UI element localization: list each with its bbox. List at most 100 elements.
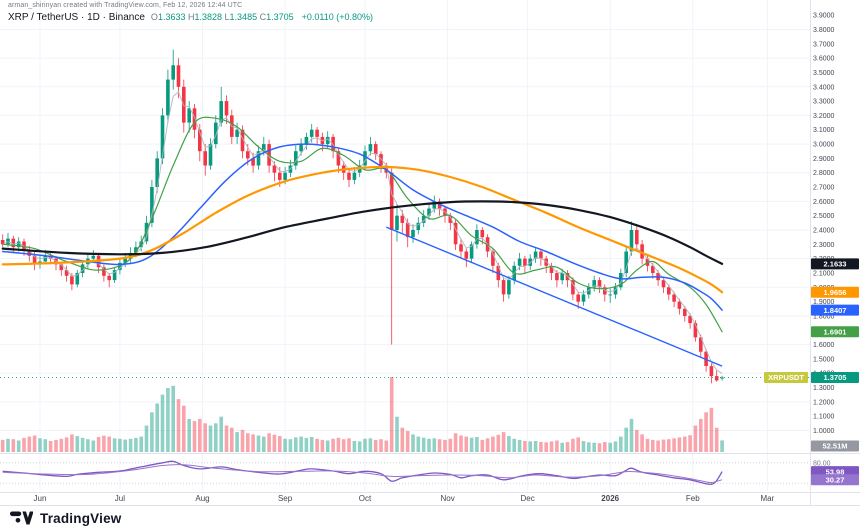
volume-bar: [373, 439, 378, 452]
axis-tag-label: 30.27: [826, 475, 845, 484]
time-axis[interactable]: Jun Jul Aug Sep Oct Nov Dec 2026 Feb Mar: [34, 494, 775, 503]
price-chart-canvas: 80.000.90001.00001.10001.20001.30001.400…: [0, 0, 860, 506]
candle-body: [134, 247, 138, 253]
symbol-title[interactable]: XRP / TetherUS · 1D · Binance: [8, 12, 145, 23]
volume-bar: [469, 437, 474, 452]
volume-bar: [720, 440, 724, 452]
volume-bar: [54, 439, 58, 452]
candle-body: [166, 79, 170, 116]
candle-body: [581, 294, 586, 302]
volume-series: [0, 377, 724, 453]
axis-tag: [811, 474, 859, 486]
candle-body: [699, 337, 703, 352]
volume-bar: [389, 377, 394, 452]
volume-bar: [38, 438, 42, 452]
candle-body: [219, 101, 223, 123]
volume-bar: [704, 412, 708, 452]
volume-bar: [96, 437, 101, 452]
volume-bar: [714, 427, 719, 452]
time-tick-label: Feb: [686, 494, 700, 503]
volume-bar: [416, 436, 421, 452]
axis-tag-label: 52.51M: [822, 442, 847, 451]
volume-bar: [357, 441, 362, 452]
candle-body: [613, 287, 618, 295]
volume-bar: [320, 439, 325, 452]
candle-body: [661, 280, 666, 288]
volume-bar: [517, 439, 522, 452]
price-tick-label: 1.2000: [813, 399, 835, 406]
candle-body: [304, 136, 309, 145]
volume-bar: [400, 427, 405, 452]
volume-bar: [608, 442, 612, 452]
candle-body: [560, 273, 564, 281]
time-tick-label: Aug: [195, 494, 209, 503]
candle-body: [389, 172, 394, 230]
candle-body: [235, 129, 239, 137]
candle-body: [171, 65, 175, 80]
candle-body: [112, 270, 117, 281]
volume-bar: [144, 425, 149, 452]
volume-bar: [587, 442, 591, 452]
volume-bar: [384, 440, 389, 452]
candle-body: [448, 215, 453, 223]
volume-bar: [629, 418, 634, 452]
candle-body: [203, 151, 207, 166]
axis-tag: [811, 258, 859, 270]
price-axis[interactable]: 0.90001.00001.10001.20001.30001.40001.50…: [813, 13, 835, 450]
candle-body: [160, 115, 165, 159]
volume-bar: [533, 441, 538, 452]
volume-bar: [299, 436, 303, 452]
volume-bar: [613, 441, 618, 452]
volume-bar: [640, 434, 644, 452]
volume-bar: [645, 438, 650, 452]
descending-trendline[interactable]: [386, 226, 723, 367]
volume-bar: [123, 439, 127, 452]
volume-bar: [523, 441, 527, 452]
volume-bar: [187, 418, 191, 452]
volume-bar: [224, 425, 229, 452]
candle-body: [603, 287, 607, 295]
volume-bar: [86, 439, 90, 452]
volume-bar: [699, 418, 703, 452]
volume-bar: [219, 416, 223, 452]
axis-tag-label: 1.8407: [824, 306, 847, 315]
volume-bar: [267, 433, 271, 453]
volume-bar: [603, 442, 607, 452]
volume-bar: [102, 435, 106, 452]
time-tick-label: Jun: [34, 494, 47, 503]
volume-bar: [22, 437, 26, 452]
time-tick-label: 2026: [601, 494, 619, 503]
candle-body: [16, 241, 21, 248]
candle-body: [651, 265, 655, 273]
price-tick-label: 3.6000: [813, 56, 835, 63]
volume-bar: [91, 440, 96, 452]
volume-bar: [565, 442, 570, 452]
candle-body: [405, 222, 410, 238]
price-tick-label: 3.8000: [813, 27, 835, 34]
volume-bar: [48, 441, 53, 452]
candle-body: [315, 129, 319, 137]
tradingview-wordmark[interactable]: TradingView: [40, 510, 122, 526]
candle-body: [693, 323, 698, 338]
volume-bar: [635, 429, 639, 452]
candle-body: [246, 151, 250, 159]
candle-body: [453, 222, 458, 245]
candle-body: [411, 230, 415, 238]
candle-body: [677, 301, 682, 309]
volume-bar: [352, 441, 357, 452]
tradingview-logo-icon[interactable]: [10, 510, 33, 526]
candle-body: [597, 280, 602, 288]
candle-body: [139, 241, 143, 248]
volume-bar: [336, 437, 341, 452]
volume-bar: [651, 439, 655, 452]
candle-body: [635, 230, 639, 245]
price-tick-label: 3.9000: [813, 13, 835, 20]
candle-body: [533, 251, 538, 259]
candle-body: [224, 101, 229, 116]
axis-tag: [764, 372, 808, 383]
candle-body: [262, 144, 266, 152]
candle-body: [555, 273, 559, 281]
volume-bar: [198, 418, 202, 452]
candle-body: [176, 65, 181, 87]
candle-body: [0, 240, 5, 245]
